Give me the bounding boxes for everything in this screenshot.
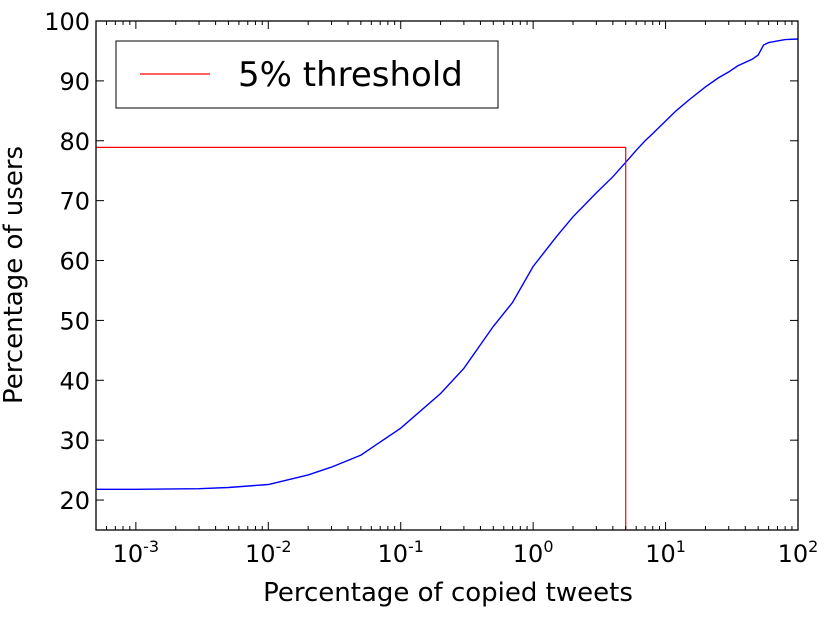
x-tick-label: 102: [778, 537, 819, 568]
y-tick-label: 100: [44, 8, 90, 36]
legend-label-threshold: 5% threshold: [238, 55, 463, 95]
x-tick-label: 10-2: [245, 537, 292, 568]
y-tick-label: 60: [59, 248, 90, 276]
plot-frame: [95, 20, 799, 531]
x-tick-label: 100: [513, 537, 554, 568]
x-axis-label: Percentage of copied tweets: [263, 578, 633, 608]
x-tick-label: 101: [645, 537, 686, 568]
x-tick-label: 10-1: [377, 537, 424, 568]
x-tick-label: 10-3: [113, 537, 160, 568]
y-axis-label: Percentage of users: [0, 146, 29, 404]
y-tick-label: 70: [59, 188, 90, 216]
y-tick-label: 20: [59, 487, 90, 515]
y-tick-label: 50: [59, 307, 90, 335]
y-tick-label: 90: [59, 68, 90, 96]
y-tick-label: 30: [59, 427, 90, 455]
plot-data-layer: [96, 38, 799, 530]
y-tick-label: 80: [59, 128, 90, 156]
y-tick-label: 40: [59, 367, 90, 395]
cdf-series-line-0: [96, 38, 799, 490]
legend: 5% threshold: [115, 40, 499, 109]
ticks-layer: 20 30 40 50 60 70 80 90 100 10-3 10-2 10-1 100 101 102: [44, 8, 818, 568]
